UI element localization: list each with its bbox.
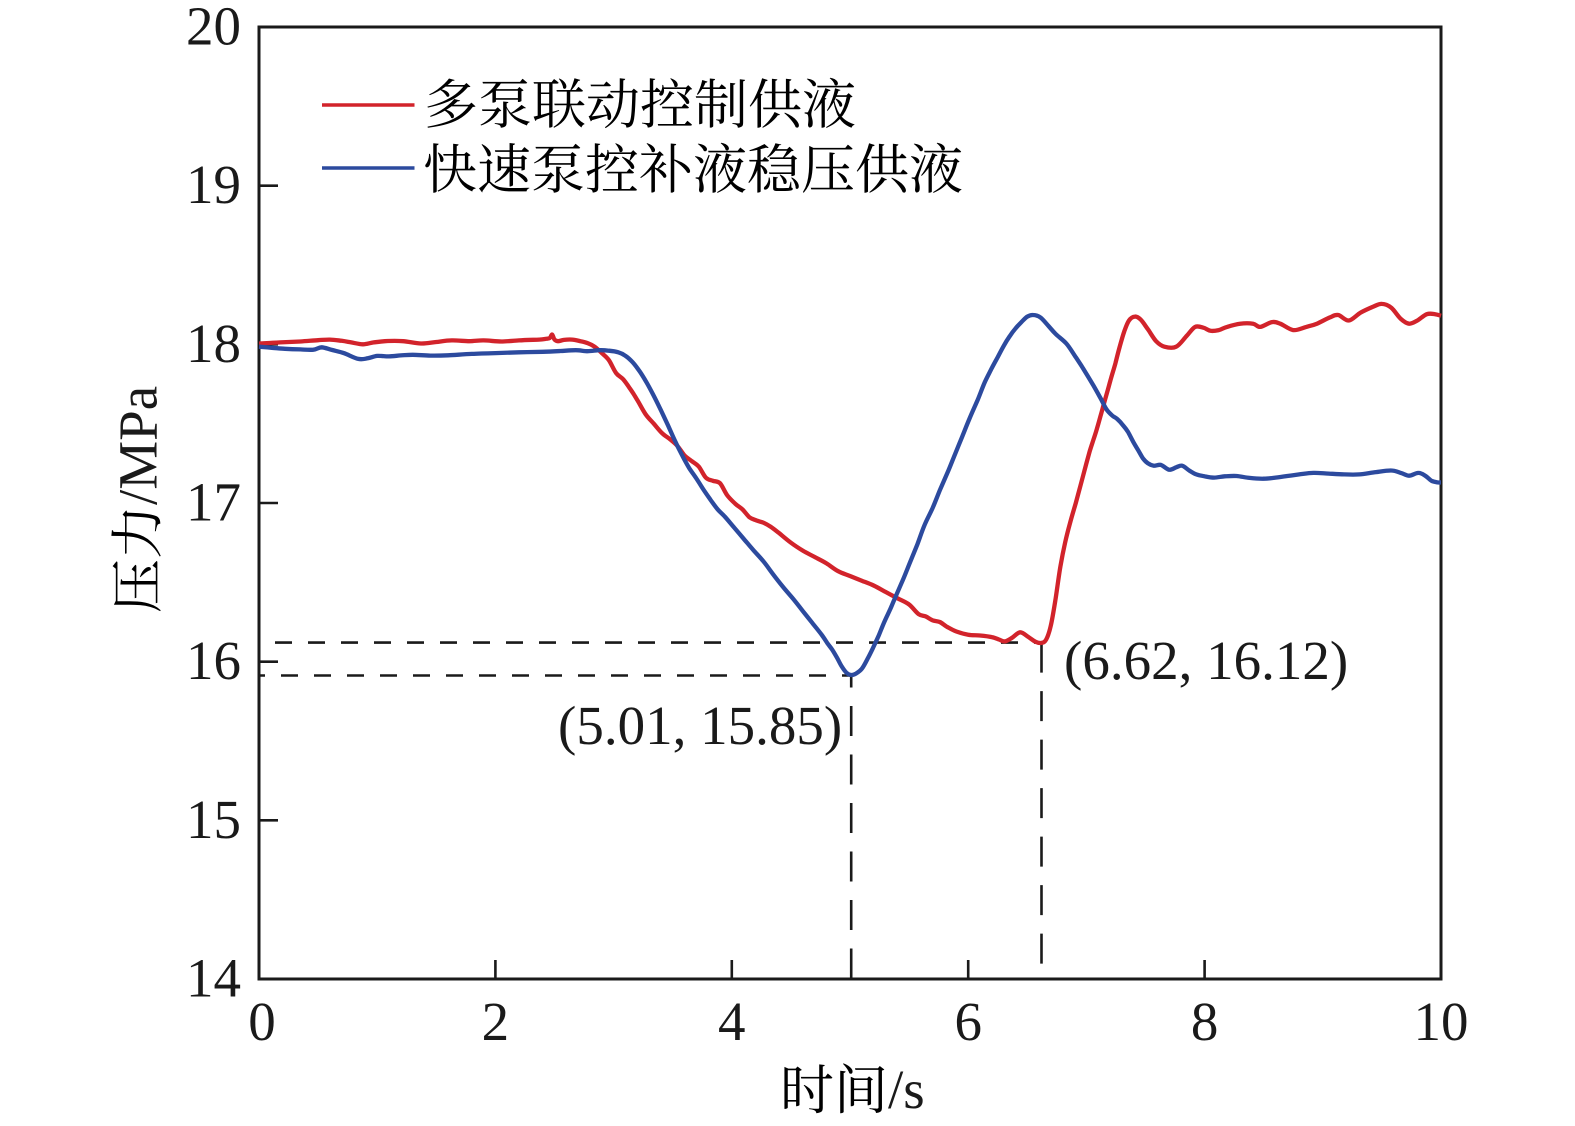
svg-text:2: 2 <box>482 991 510 1052</box>
svg-text:/MPa: /MPa <box>108 386 169 505</box>
svg-text:14: 14 <box>186 948 241 1009</box>
svg-text:(6.62, 16.12): (6.62, 16.12) <box>1064 630 1348 691</box>
svg-text:15: 15 <box>186 789 241 850</box>
svg-text:0: 0 <box>248 991 276 1052</box>
svg-text:6: 6 <box>954 991 982 1052</box>
svg-text:8: 8 <box>1191 991 1219 1052</box>
svg-text:4: 4 <box>718 991 746 1052</box>
svg-text:17: 17 <box>186 472 241 533</box>
svg-text:10: 10 <box>1414 991 1469 1052</box>
svg-text:(5.01, 15.85): (5.01, 15.85) <box>558 695 842 756</box>
svg-text:16: 16 <box>186 630 241 691</box>
svg-text:19: 19 <box>186 154 241 215</box>
svg-text:18: 18 <box>186 313 241 374</box>
svg-text:20: 20 <box>186 0 241 57</box>
svg-text:/s: /s <box>888 1059 925 1120</box>
